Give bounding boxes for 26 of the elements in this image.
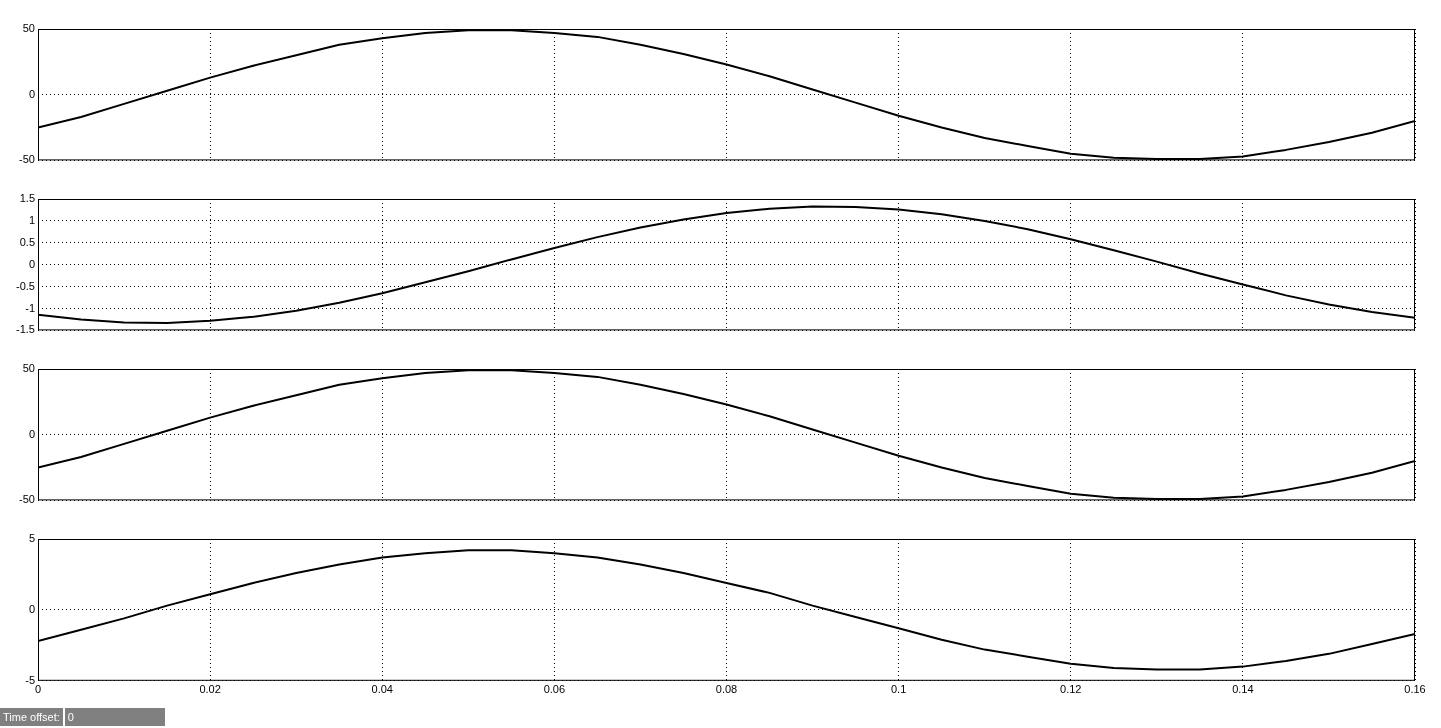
x-tick-label: 0.16 [1404, 683, 1426, 696]
x-tick-label: 0.12 [1060, 683, 1082, 696]
y-tick-label: -1.5 [16, 323, 35, 336]
y-tick-label: 0 [28, 257, 35, 270]
x-tick-label: 0.08 [715, 683, 738, 696]
y-tick-label: 50 [22, 362, 35, 375]
x-tick-label: 0.14 [1232, 683, 1254, 696]
x-tick-label: 0.04 [371, 683, 393, 696]
y-tick-label: -5 [25, 673, 35, 686]
y-tick-label: 5 [28, 532, 35, 545]
y-tick-label: -0.5 [16, 279, 35, 292]
y-tick-label: -50 [19, 493, 35, 506]
x-tick-label: 0.06 [543, 683, 566, 696]
x-tick-label: 0.02 [199, 683, 221, 696]
y-tick-label: 0 [28, 87, 35, 100]
y-tick-label: -1 [25, 301, 35, 314]
y-tick-label: 1.5 [19, 192, 35, 205]
x-tick-label: 0.1 [890, 683, 907, 696]
y-tick-label: -50 [19, 153, 35, 166]
y-tick-label: 1 [28, 213, 35, 226]
y-tick-label: 0.5 [19, 235, 35, 248]
y-tick-label: 0 [28, 602, 35, 615]
y-tick-label: 50 [22, 22, 35, 35]
time-offset-field: 0 [64, 708, 165, 726]
y-tick-label: 0 [28, 427, 35, 440]
time-offset-caption: Time offset: [0, 708, 63, 726]
